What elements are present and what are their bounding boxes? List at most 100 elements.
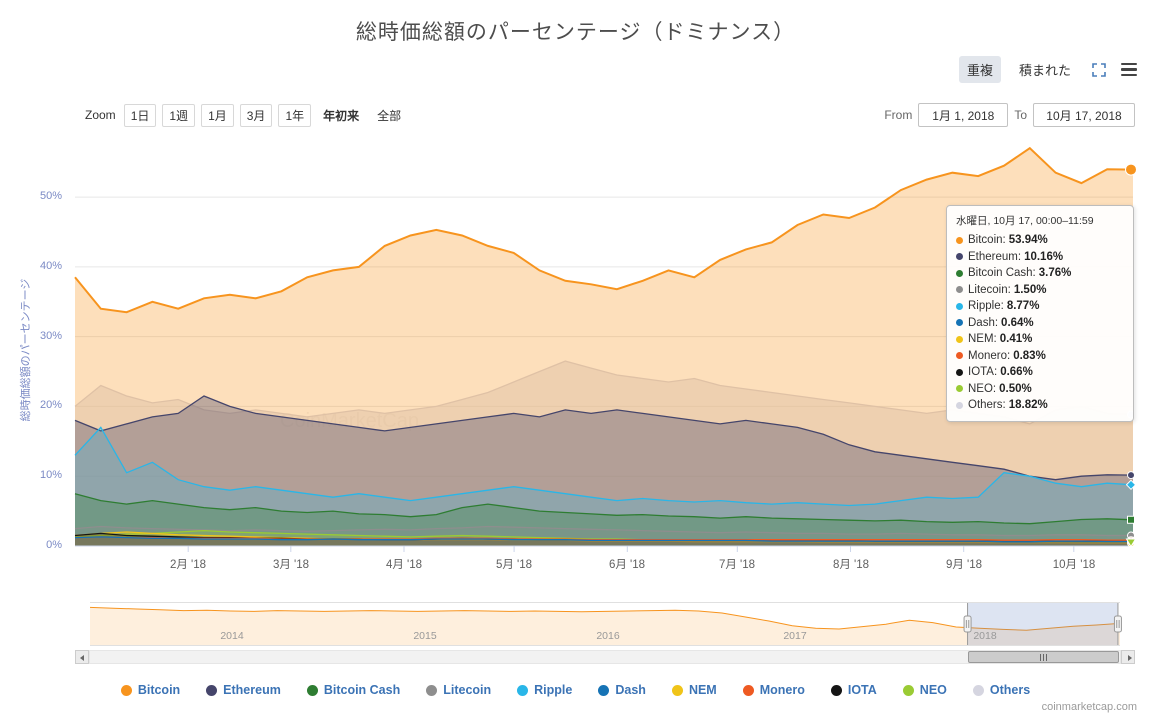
- legend-label: Bitcoin Cash: [323, 683, 401, 697]
- series-line-nem: [74, 531, 1133, 544]
- mode-controls: 重複 積まれた: [958, 56, 1139, 83]
- series-area-bitcoin: [75, 148, 1133, 546]
- legend-item-nem[interactable]: NEM: [671, 683, 717, 697]
- scrollbar-right-arrow-icon[interactable]: [1121, 650, 1135, 664]
- series-marker-ripple-icon: [1125, 479, 1137, 491]
- legend-item-bitcoin-cash[interactable]: Bitcoin Cash: [306, 683, 401, 697]
- to-label: To: [1014, 108, 1027, 122]
- navigator-svg[interactable]: [89, 603, 1122, 645]
- overlap-mode-button[interactable]: 重複: [958, 56, 1001, 83]
- x-axis-label: 6月 '18: [608, 559, 646, 571]
- tooltip-series-name: IOTA:: [968, 366, 998, 378]
- legend-marker-icon: [206, 684, 218, 696]
- tooltip-series-value: 1.50%: [1013, 283, 1047, 296]
- tooltip-series-value: 0.50%: [999, 382, 1032, 395]
- tooltip-row-monero: Monero: 0.83%: [956, 348, 1124, 365]
- tooltip-series-value: 3.76%: [1038, 267, 1072, 279]
- legend-item-monero[interactable]: Monero: [742, 683, 805, 697]
- zoom-button-1m[interactable]: 1月: [201, 103, 234, 127]
- tooltip-series-value: 0.66%: [1000, 366, 1033, 378]
- series-area-bitcoin-cash: [75, 493, 1133, 546]
- x-axis-label: 3月 '18: [272, 559, 310, 571]
- fullscreen-icon[interactable]: [1089, 60, 1109, 80]
- series-area-ripple: [75, 427, 1133, 546]
- tooltip-row-bitcoin: Bitcoin: 53.94%: [956, 232, 1124, 249]
- scrollbar-left-arrow-icon[interactable]: [75, 650, 89, 664]
- watermark-credit: coinmarketcap.com: [1041, 701, 1137, 713]
- y-axis-label: 0%: [46, 539, 62, 551]
- series-line-monero: [74, 536, 1134, 541]
- navigator-year-label: 2014: [220, 630, 244, 642]
- scrollbar-thumb[interactable]: [968, 651, 1119, 663]
- zoom-button-1y[interactable]: 1年: [278, 103, 312, 127]
- tooltip-series-name: Ethereum:: [968, 250, 1022, 263]
- series-line-litecoin: [74, 525, 1133, 537]
- tooltip-series-value: 10.16%: [1024, 250, 1064, 263]
- navigator-year-label: 2018: [973, 630, 997, 642]
- series-color-dot-icon: [956, 352, 963, 360]
- tooltip-series-value: 18.82%: [1008, 399, 1048, 411]
- tooltip-series-name: Ripple:: [968, 300, 1004, 312]
- main-chart-plot[interactable]: CoinMarketCap: [74, 143, 1137, 556]
- navigator[interactable]: 2014 2015 2016 2017 2018: [89, 602, 1122, 646]
- y-axis-label: 40%: [39, 260, 62, 272]
- zoom-button-ytd[interactable]: 年初来: [323, 108, 360, 123]
- from-date-input[interactable]: [918, 103, 1009, 127]
- navigator-selected-range[interactable]: [967, 603, 1118, 645]
- zoom-button-all[interactable]: 全部: [377, 108, 402, 123]
- x-axis-label: 4月 '18: [385, 559, 423, 571]
- legend-item-bitcoin[interactable]: Bitcoin: [120, 683, 180, 697]
- menu-icon[interactable]: [1119, 60, 1139, 80]
- navigator-handle-left[interactable]: [963, 603, 972, 645]
- navigator-handle-right[interactable]: [1113, 603, 1122, 645]
- legend-item-neo[interactable]: NEO: [902, 683, 947, 697]
- legend-item-ethereum[interactable]: Ethereum: [206, 683, 281, 697]
- series-marker-ethereum-icon: [1127, 471, 1135, 480]
- legend-label: Litecoin: [443, 683, 492, 697]
- tooltip-series-name: NEO:: [968, 382, 997, 395]
- to-date-input[interactable]: [1033, 103, 1135, 127]
- series-color-dot-icon: [956, 236, 963, 244]
- legend-marker-icon: [306, 684, 318, 696]
- zoom-button-1d[interactable]: 1日: [123, 103, 157, 127]
- legend-label: Ripple: [534, 683, 573, 697]
- y-axis-label: 10%: [39, 469, 62, 481]
- x-axis-label: 5月 '18: [495, 559, 533, 571]
- y-axis-label: 20%: [39, 399, 62, 411]
- legend-label: Dash: [615, 683, 646, 697]
- x-axis-label: 8月 '18: [832, 559, 870, 571]
- zoom-button-3m[interactable]: 3月: [239, 103, 273, 127]
- legend-label: NEM: [688, 683, 717, 697]
- legend-marker-icon: [426, 684, 438, 696]
- scrollbar[interactable]: [75, 650, 1135, 664]
- x-axis-labels: 2月 '18 3月 '18 4月 '18 5月 '18 6月 '18 7月 '18 8月 '…: [75, 556, 1133, 572]
- x-axis-label: 9月 '18: [945, 559, 983, 571]
- legend-marker-icon: [598, 684, 610, 696]
- tooltip-row-ethereum: Ethereum: 10.16%: [956, 249, 1124, 266]
- series-color-dot-icon: [956, 385, 963, 393]
- legend: Bitcoin Ethereum Bitcoin Cash Litecoin Rippl…: [0, 683, 1151, 697]
- scrollbar-track[interactable]: [89, 650, 1121, 664]
- zoom-button-1w[interactable]: 1週: [162, 103, 196, 127]
- legend-item-litecoin[interactable]: Litecoin: [426, 683, 491, 697]
- series-area-dash: [75, 536, 1133, 546]
- tooltip-series-value: 53.94%: [1008, 234, 1048, 246]
- series-line-bitcoin: [74, 146, 1134, 314]
- legend-item-others[interactable]: Others: [972, 683, 1030, 697]
- series-area-ethereum: [75, 396, 1133, 546]
- main-chart-svg[interactable]: CoinMarketCap: [74, 143, 1137, 556]
- stacked-mode-button[interactable]: 積まれた: [1018, 63, 1071, 78]
- legend-item-iota[interactable]: IOTA: [830, 683, 877, 697]
- series-color-dot-icon: [956, 368, 963, 376]
- y-axis-label: 30%: [39, 330, 62, 342]
- legend-label: Monero: [759, 683, 805, 697]
- legend-marker-icon: [830, 684, 842, 696]
- legend-marker-icon: [120, 684, 132, 696]
- series-color-dot-icon: [956, 335, 963, 343]
- legend-item-ripple[interactable]: Ripple: [517, 683, 572, 697]
- tooltip-series-value: 0.64%: [1001, 316, 1034, 329]
- legend-item-dash[interactable]: Dash: [598, 683, 646, 697]
- legend-marker-icon: [972, 684, 984, 696]
